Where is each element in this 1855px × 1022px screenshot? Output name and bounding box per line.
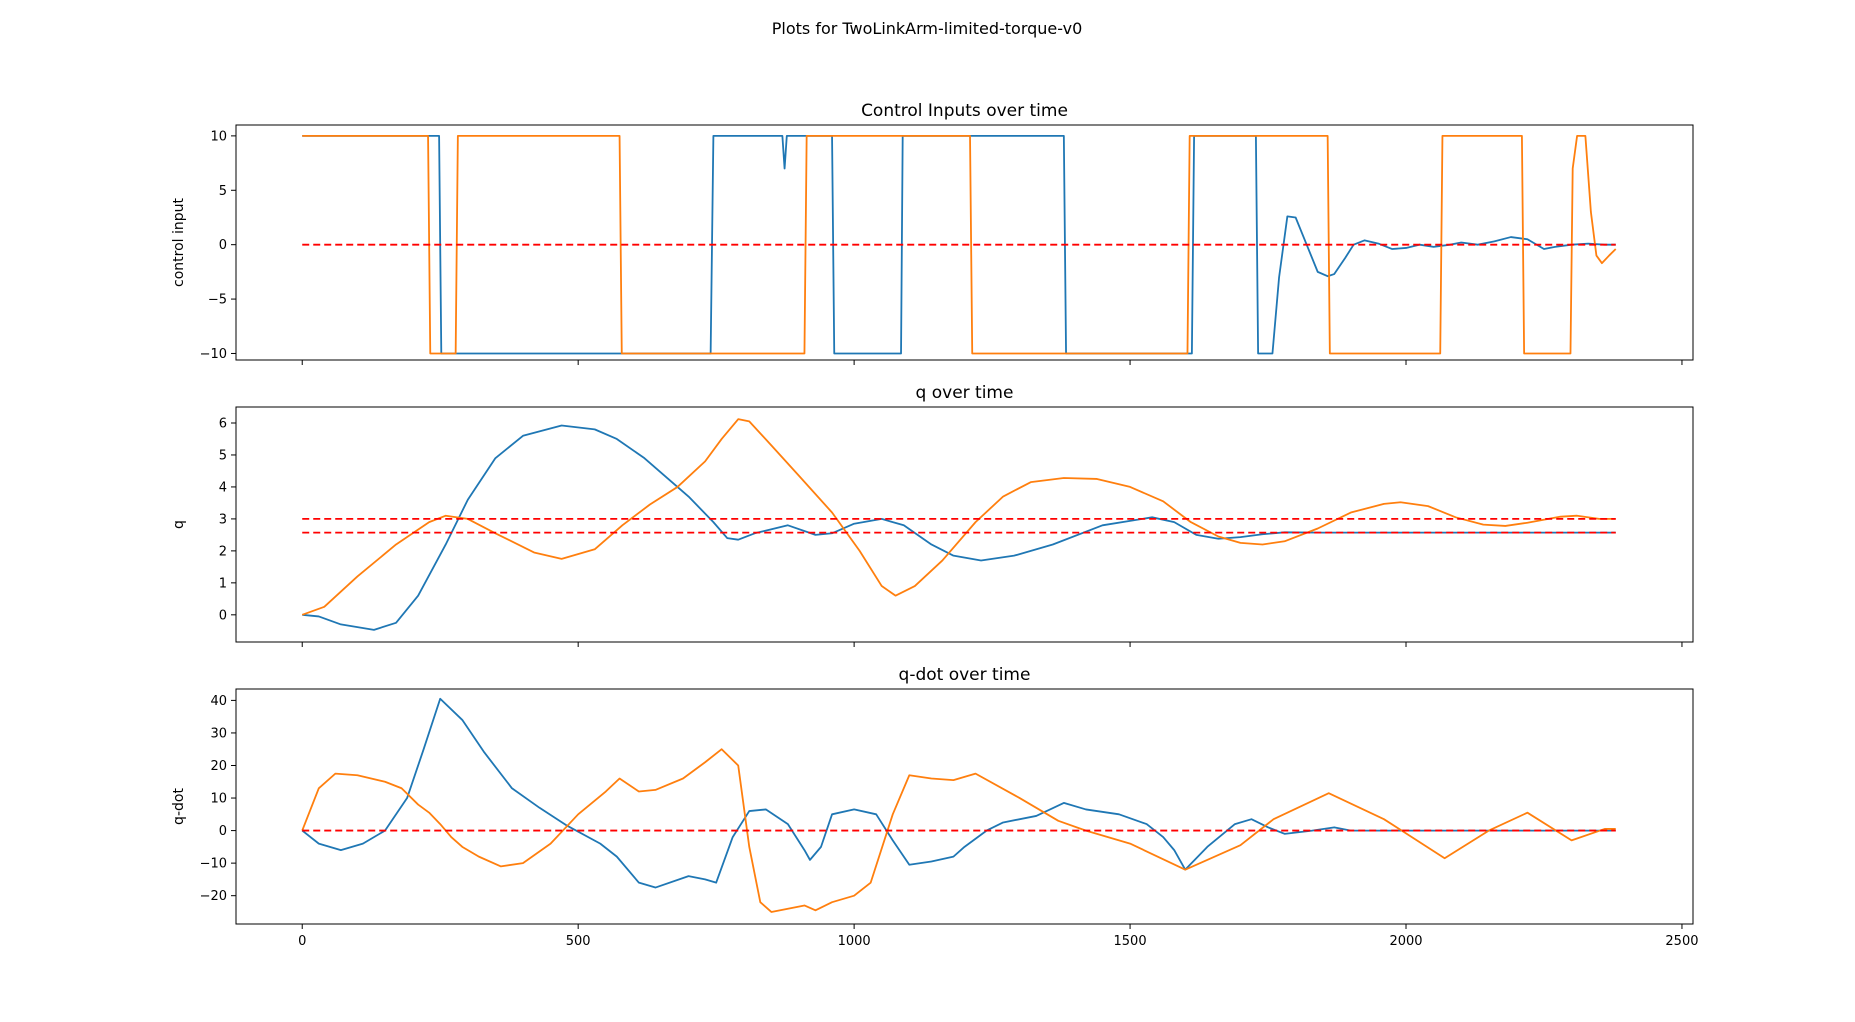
q-dot-ytick-label: 0 <box>219 824 227 839</box>
q-dot-ytick-label: 10 <box>210 792 227 807</box>
q-ytick-label: 5 <box>219 448 227 463</box>
q-series-2-line <box>301 418 1616 616</box>
q-dot-ytick-label: −20 <box>200 889 227 904</box>
q-dot-xtick-label: 1500 <box>1114 934 1147 949</box>
q-dot-ytick-label: 30 <box>210 726 227 741</box>
figure-suptitle: Plots for TwoLinkArm-limited-torque-v0 <box>772 19 1083 38</box>
q-ytick-label: 6 <box>219 416 227 431</box>
control-inputs-ytick-label: −10 <box>200 347 227 362</box>
q-dot-title: q-dot over time <box>899 665 1031 685</box>
control-inputs-title: Control Inputs over time <box>861 101 1068 121</box>
q-dot-axes-frame <box>235 688 1694 925</box>
q-dot-xtick-label: 2500 <box>1665 934 1698 949</box>
plot-q: q over time q 0 1 2 3 4 5 6 <box>171 383 1694 647</box>
q-title: q over time <box>916 383 1014 403</box>
q-dot-xtick-label: 1000 <box>838 934 871 949</box>
q-dot-ytick-label: 40 <box>210 694 227 709</box>
q-ytick-label: 3 <box>219 512 227 527</box>
q-dot-xtick-label: 2000 <box>1389 934 1422 949</box>
q-dot-xtick-label: 0 <box>298 934 306 949</box>
q-ytick-label: 1 <box>219 576 227 591</box>
control-inputs-ytick-label: 0 <box>219 238 227 253</box>
control-inputs-ytick-label: −5 <box>208 293 227 308</box>
plot-q-dot: q-dot over time q-dot −20 −10 0 10 20 30 40 0 500 1… <box>171 665 1699 949</box>
q-dot-ytick-label: −10 <box>200 857 227 872</box>
q-axes-frame <box>235 406 1694 643</box>
control-inputs-ytick-label: 5 <box>219 184 227 199</box>
q-dot-xtick-label: 500 <box>566 934 591 949</box>
q-ytick-label: 0 <box>219 608 227 623</box>
control-inputs-ylabel: control input <box>171 197 187 287</box>
q-dot-series-1-line <box>301 697 1616 889</box>
q-ytick-label: 4 <box>219 480 227 495</box>
control-inputs-axes-frame <box>235 124 1694 361</box>
q-dot-series-2-line <box>301 748 1616 913</box>
control-inputs-ytick-label: 10 <box>210 129 227 144</box>
q-dot-ylabel: q-dot <box>171 788 187 825</box>
plot-control-inputs: Control Inputs over time control input −10… <box>171 101 1694 365</box>
q-series-1-line <box>302 424 1616 631</box>
q-ytick-label: 2 <box>219 544 227 559</box>
q-dot-ytick-label: 20 <box>210 759 227 774</box>
q-ylabel: q <box>171 520 187 529</box>
